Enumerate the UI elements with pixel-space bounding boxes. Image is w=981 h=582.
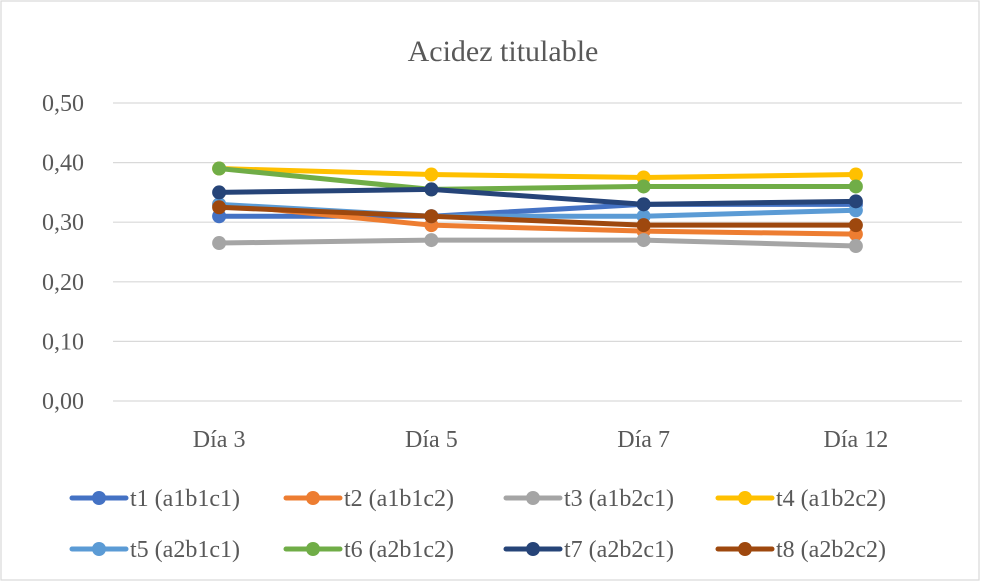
series-line <box>216 166 859 180</box>
data-point <box>636 197 651 212</box>
legend-label: t1 (a1b1c1) <box>130 486 240 512</box>
data-point <box>212 185 227 200</box>
series-line <box>216 166 859 192</box>
data-point <box>212 200 227 215</box>
legend-label: t4 (a1b2c2) <box>776 486 886 512</box>
data-point <box>848 167 863 182</box>
legend-label: t8 (a2b2c2) <box>776 537 886 563</box>
data-point <box>212 161 227 176</box>
legend-item: t1 (a1b1c1) <box>69 486 240 512</box>
data-point <box>848 194 863 209</box>
legend-marker <box>306 491 320 505</box>
legend-label: t7 (a2b2c1) <box>564 537 674 563</box>
x-tick-label: Día 5 <box>405 427 458 453</box>
legend: t1 (a1b1c1) t2 (a1b1c2) t3 (a1b2c1) t4 (a1b… <box>69 486 886 563</box>
data-point <box>636 179 651 194</box>
legend-label: t6 (a2b1c2) <box>344 537 454 563</box>
data-point <box>424 233 439 248</box>
legend-marker <box>526 542 540 556</box>
chart-title: Acidez titulable <box>408 35 599 68</box>
x-tick-label: Día 12 <box>824 427 889 453</box>
legend-item: t8 (a2b2c2) <box>715 537 886 563</box>
legend-item: t2 (a1b1c2) <box>283 486 454 512</box>
x-axis-ticks: Día 3 Día 5 Día 7 Día 12 <box>193 427 888 453</box>
series-group <box>212 161 863 254</box>
data-point <box>212 236 227 251</box>
legend-marker <box>306 542 320 556</box>
legend-item: t4 (a1b2c2) <box>715 486 886 512</box>
data-point <box>636 218 651 233</box>
y-tick-label: 0,00 <box>42 389 84 415</box>
legend-item: t5 (a2b1c1) <box>69 537 240 563</box>
data-point <box>424 209 439 224</box>
series-line <box>216 237 859 249</box>
y-tick-label: 0,10 <box>42 329 84 355</box>
series-3 <box>212 233 863 254</box>
legend-label: t2 (a1b1c2) <box>344 486 454 512</box>
legend-label: t3 (a1b2c1) <box>564 486 674 512</box>
legend-marker <box>738 542 752 556</box>
legend-item: t6 (a2b1c2) <box>283 537 454 563</box>
data-point <box>848 179 863 194</box>
data-point <box>424 182 439 197</box>
legend-marker <box>526 491 540 505</box>
series-7 <box>212 182 863 212</box>
legend-item: t3 (a1b2c1) <box>503 486 674 512</box>
y-tick-label: 0,20 <box>42 270 84 296</box>
legend-item: t7 (a2b2c1) <box>503 537 674 563</box>
y-tick-label: 0,50 <box>42 91 84 117</box>
series-line <box>216 204 859 228</box>
series-line <box>216 186 859 207</box>
y-tick-label: 0,30 <box>42 210 84 236</box>
y-tick-label: 0,40 <box>42 151 84 177</box>
legend-marker <box>92 491 106 505</box>
data-point <box>636 233 651 248</box>
data-point <box>848 239 863 254</box>
x-tick-label: Día 7 <box>617 427 670 453</box>
legend-marker <box>92 542 106 556</box>
series-line <box>216 201 859 237</box>
series-8 <box>212 200 863 233</box>
gridlines <box>113 102 962 402</box>
data-point <box>848 218 863 233</box>
legend-label: t5 (a2b1c1) <box>130 537 240 563</box>
y-axis-ticks: 0,00 0,10 0,20 0,30 0,40 0,50 <box>42 91 84 415</box>
legend-marker <box>738 491 752 505</box>
x-tick-label: Día 3 <box>193 427 246 453</box>
data-point <box>424 167 439 182</box>
